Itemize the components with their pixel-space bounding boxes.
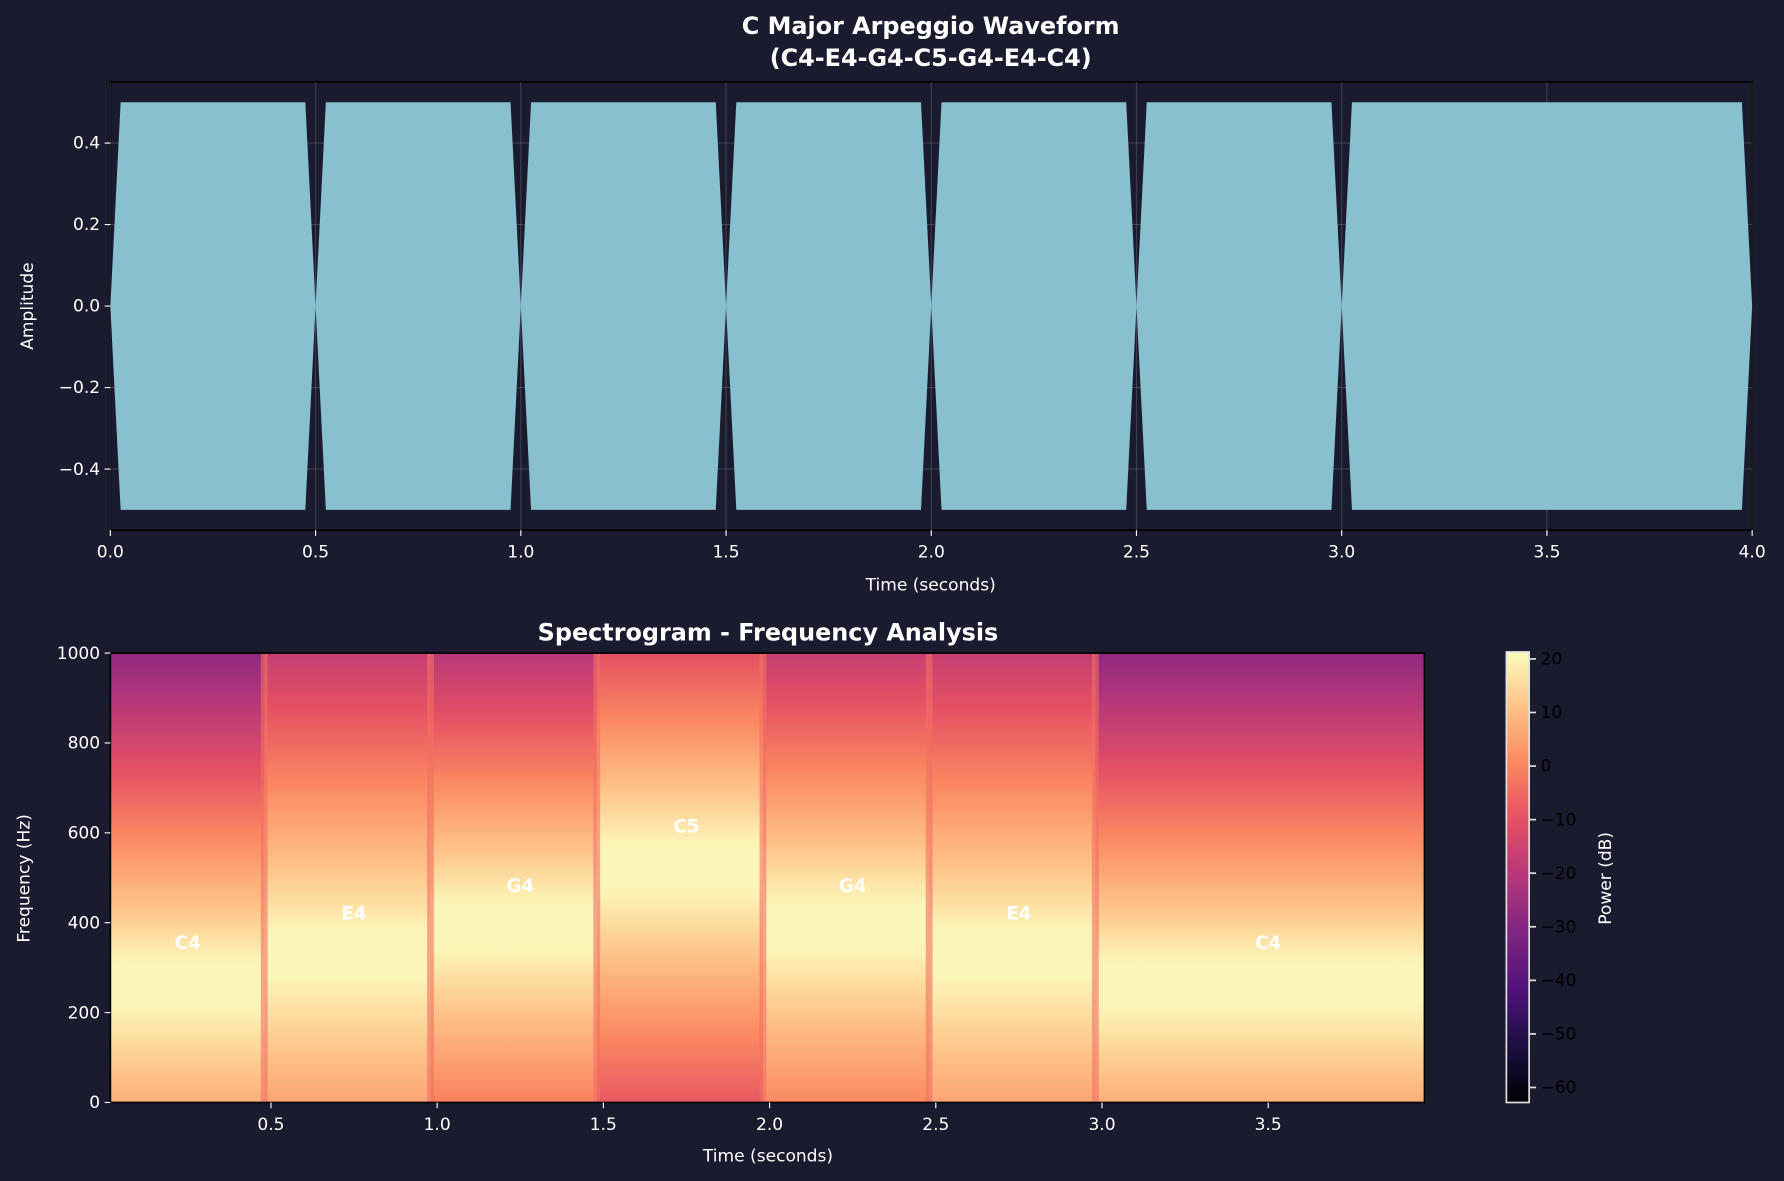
y-tick-label: 0.0	[73, 297, 100, 317]
transition-smear	[427, 653, 434, 1103]
x-tick-label: 3.5	[1533, 543, 1560, 563]
waveform-y-label: Amplitude	[18, 262, 38, 349]
x-tick-label: 1.5	[712, 543, 739, 563]
waveform-y-ticks: 0.4 0.2 0.0 −0.2 −0.4	[59, 134, 111, 480]
x-tick-label: 1.0	[507, 543, 534, 563]
x-tick-label: 2.0	[756, 1115, 783, 1135]
spectrogram-frame	[109, 652, 1426, 1104]
colorbar-tick-label: 0	[1541, 757, 1552, 777]
spectrogram-segment-C5	[596, 653, 764, 1103]
spectrogram-segment-E4	[264, 653, 432, 1103]
waveform-x-label: Time (seconds)	[865, 576, 996, 596]
note-label-G4: G4	[839, 876, 867, 897]
note-annotations: C4 E4 G4 C5 G4 E4 C4	[175, 816, 1281, 953]
spectrogram-segment-C4	[1095, 653, 1426, 1103]
spectrogram-image	[110, 653, 1426, 1103]
colorbar	[1505, 651, 1530, 1104]
transition-smear	[1091, 653, 1099, 1103]
x-tick-label: 2.5	[1123, 543, 1150, 563]
waveform-note-E4	[1136, 102, 1342, 510]
colorbar-tick-label: −30	[1541, 917, 1577, 937]
note-label-E4: E4	[1006, 904, 1031, 925]
y-tick-label: 0.2	[73, 215, 100, 235]
note-label-C4: C4	[175, 933, 201, 954]
y-tick-label: 0.4	[73, 134, 100, 154]
colorbar-tick-label: −40	[1541, 971, 1577, 991]
x-tick-label: 2.5	[922, 1115, 949, 1135]
spectrogram-y-label: Frequency (Hz)	[15, 814, 35, 943]
waveform-note-C5	[726, 102, 932, 510]
waveform-note-G4	[931, 102, 1137, 510]
x-tick-label: 2.0	[918, 543, 945, 563]
x-tick-label: 0.5	[257, 1115, 284, 1135]
y-tick-label: 600	[68, 824, 101, 844]
colorbar-ticks: 20 10 0 −10 −20 −30 −40 −50 −60	[1529, 650, 1577, 1098]
y-tick-label: 0	[89, 1093, 100, 1113]
x-tick-label: 1.5	[590, 1115, 617, 1135]
transition-smear	[925, 653, 933, 1103]
waveform-note-C4	[110, 102, 316, 510]
colorbar-label: Power (dB)	[1596, 832, 1616, 925]
x-tick-label: 3.0	[1088, 1115, 1115, 1135]
x-tick-label: 3.5	[1255, 1115, 1282, 1135]
waveform-chart: C Major Arpeggio Waveform (C4-E4-G4-C5-G…	[18, 12, 1766, 595]
y-tick-label: −0.4	[59, 460, 100, 480]
spectrogram-y-ticks: 0 200 400 600 800 1000	[57, 644, 111, 1113]
spectrogram-chart: Spectrogram - Frequency Analysis C4E4G4C…	[15, 619, 1616, 1167]
spectrogram-segment-G4	[762, 653, 930, 1103]
waveform-title-line1: C Major Arpeggio Waveform	[742, 12, 1120, 40]
spectrogram-segment-E4	[929, 653, 1096, 1103]
spectrogram-x-ticks: 0.5 1.0 1.5 2.0 2.5 3.0 3.5	[257, 1102, 1282, 1135]
waveform-x-ticks: 0.0 0.5 1.0 1.5 2.0 2.5 3.0 3.5 4.0	[97, 530, 1766, 563]
y-tick-label: 400	[68, 913, 101, 933]
x-tick-label: 0.5	[302, 543, 329, 563]
spectrogram-segment-G4	[430, 653, 598, 1103]
x-tick-label: 1.0	[424, 1115, 451, 1135]
waveform-series	[110, 102, 1753, 510]
note-label-C5: C5	[673, 816, 699, 837]
y-tick-label: −0.2	[59, 378, 100, 398]
note-label-E4: E4	[341, 904, 366, 925]
y-tick-label: 800	[68, 734, 101, 754]
waveform-title-line2: (C4-E4-G4-C5-G4-E4-C4)	[770, 44, 1092, 72]
colorbar-tick-label: −20	[1541, 864, 1577, 884]
spectrogram-x-label: Time (seconds)	[702, 1147, 833, 1167]
x-tick-label: 3.0	[1328, 543, 1355, 563]
note-label-C4: C4	[1255, 933, 1281, 954]
colorbar-tick-label: 10	[1541, 703, 1563, 723]
waveform-note-G4	[520, 102, 727, 510]
waveform-note-E4	[315, 102, 521, 510]
note-label-G4: G4	[506, 876, 534, 897]
transition-smear	[759, 653, 767, 1103]
spectrogram-title: Spectrogram - Frequency Analysis	[538, 619, 999, 647]
x-tick-label: 0.0	[97, 543, 124, 563]
colorbar-tick-label: 20	[1541, 650, 1563, 670]
colorbar-tick-label: −50	[1541, 1025, 1577, 1045]
y-tick-label: 1000	[57, 644, 100, 664]
colorbar-tick-label: −10	[1541, 810, 1577, 830]
x-tick-label: 4.0	[1739, 543, 1766, 563]
spectrogram-segment-C4	[110, 653, 265, 1103]
transition-smear	[260, 653, 268, 1103]
transition-smear	[593, 653, 601, 1103]
colorbar-tick-label: −60	[1541, 1078, 1577, 1098]
waveform-note-C4	[1341, 102, 1753, 510]
y-tick-label: 200	[68, 1003, 101, 1023]
